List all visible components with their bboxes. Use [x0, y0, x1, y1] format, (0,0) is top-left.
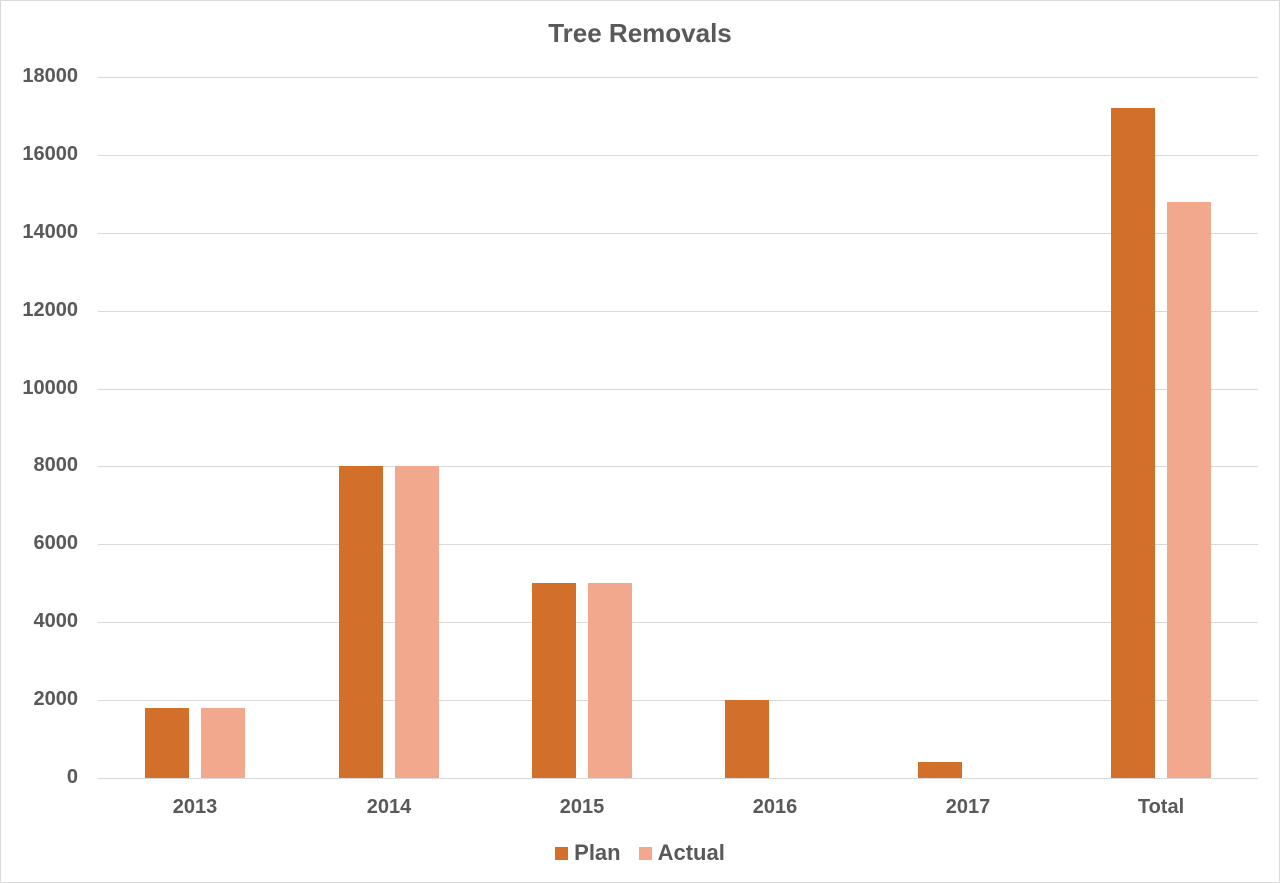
gridline [98, 232, 1258, 234]
legend-swatch-icon [555, 846, 569, 860]
bar-plan-2013 [145, 707, 189, 778]
y-tick-label: 0 [66, 766, 78, 788]
y-tick-label: 2000 [33, 688, 79, 711]
legend-item-plan: Plan [555, 840, 621, 866]
gridline [98, 310, 1258, 312]
bar-actual-total [1167, 201, 1211, 778]
gridline [98, 778, 1258, 779]
bar-actual-2014 [395, 466, 439, 778]
gridline [98, 544, 1258, 546]
gridline [98, 622, 1258, 624]
gridline [98, 154, 1258, 156]
y-tick-label: 8000 [33, 454, 79, 477]
bar-plan-2014 [339, 466, 383, 778]
bar-actual-2015 [588, 583, 632, 778]
x-tick-label: 2015 [559, 796, 605, 818]
legend: Plan Actual [0, 840, 1280, 866]
bar-plan-2016 [725, 700, 769, 778]
bar-actual-2013 [201, 707, 245, 778]
legend-label: Plan [574, 840, 621, 865]
x-tick-label: 2017 [945, 796, 991, 818]
x-tick-label: 2016 [752, 796, 798, 818]
bar-plan-2017 [918, 762, 962, 778]
legend-label: Actual [657, 840, 725, 865]
legend-item-actual: Actual [638, 840, 725, 866]
y-tick-label: 10000 [22, 376, 78, 399]
x-tick-label: 2014 [366, 796, 412, 818]
gridline [98, 700, 1258, 702]
y-tick-label: 18000 [22, 65, 78, 87]
y-tick-label: 16000 [22, 142, 78, 165]
y-tick-label: 4000 [33, 610, 79, 633]
chart-title: Tree Removals [548, 18, 732, 48]
legend-swatch-icon [638, 846, 652, 860]
y-tick-label: 14000 [22, 220, 78, 243]
x-tick-label: 2013 [172, 796, 218, 818]
bar-plan-2015 [532, 583, 576, 778]
y-tick-label: 12000 [22, 298, 78, 321]
gridline [98, 77, 1258, 78]
gridline [98, 388, 1258, 390]
bar-plan-total [1111, 108, 1155, 778]
y-tick-label: 6000 [33, 532, 79, 555]
gridline [98, 466, 1258, 468]
x-tick-label: Total [1137, 796, 1185, 818]
